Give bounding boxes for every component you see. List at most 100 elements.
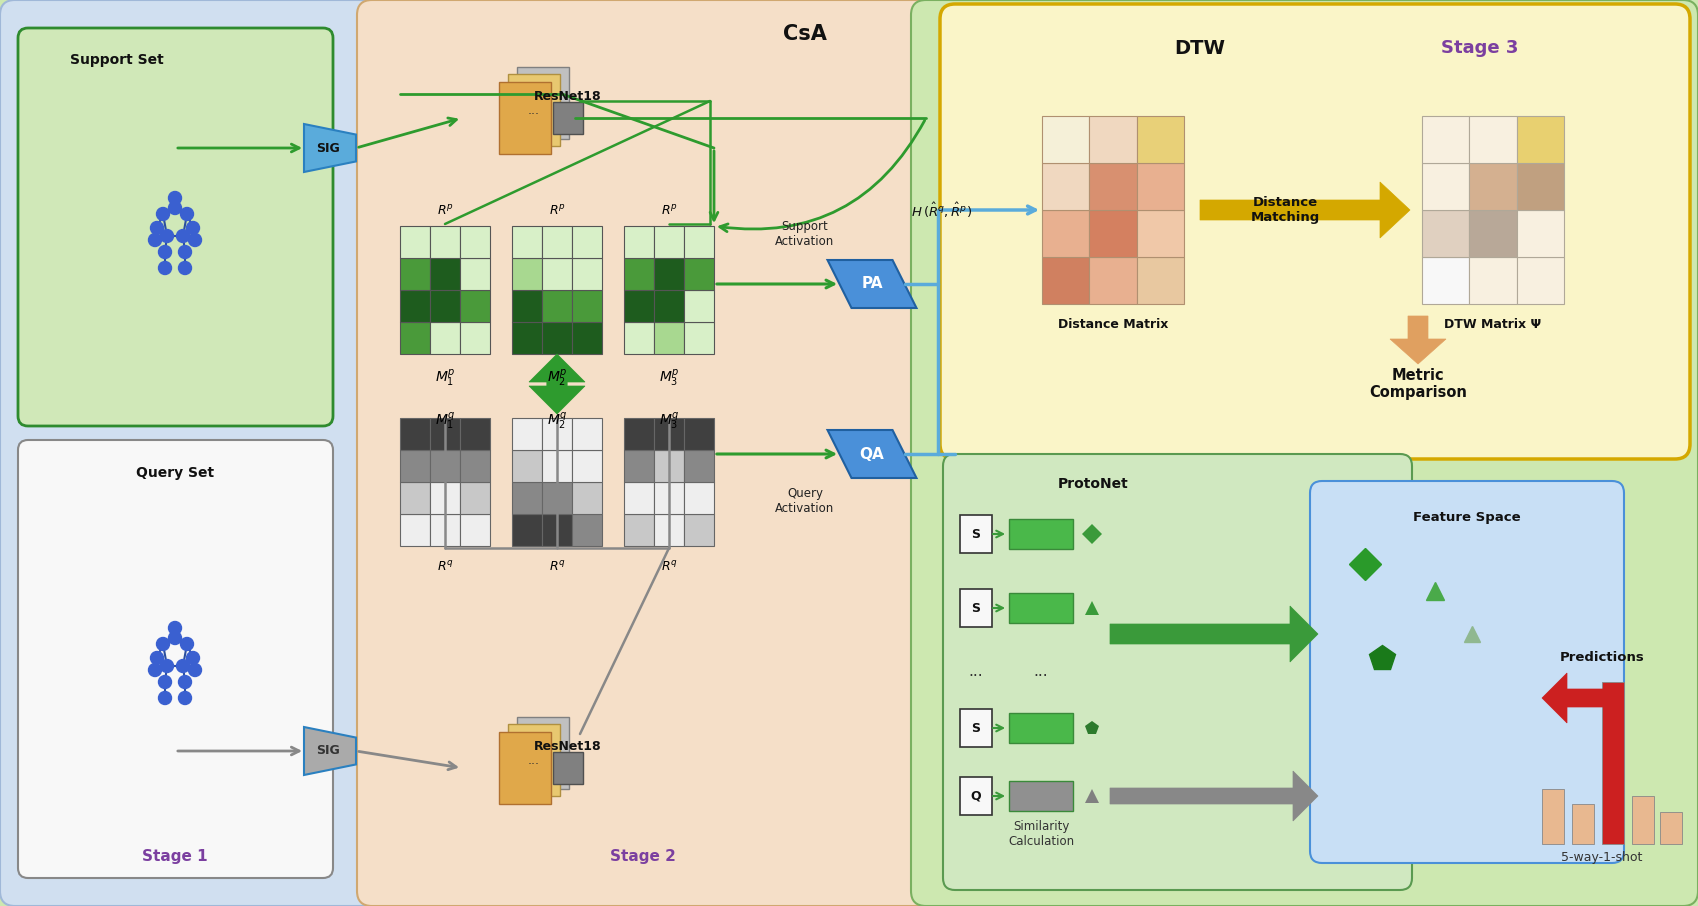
- Bar: [1661, 812, 1683, 844]
- FancyBboxPatch shape: [959, 515, 992, 553]
- Polygon shape: [1391, 316, 1447, 364]
- Polygon shape: [304, 727, 357, 775]
- Bar: [513, 290, 542, 322]
- Text: $M_1^q$: $M_1^q$: [435, 411, 455, 432]
- Bar: [542, 514, 572, 546]
- Bar: [430, 450, 460, 482]
- Bar: [1421, 210, 1469, 257]
- Text: QA: QA: [859, 447, 885, 461]
- Bar: [1136, 116, 1184, 163]
- Text: ...: ...: [528, 103, 540, 117]
- Bar: [684, 322, 713, 354]
- Bar: [430, 226, 460, 258]
- Text: Similarity
Calculation: Similarity Calculation: [1009, 820, 1075, 848]
- Circle shape: [156, 207, 170, 220]
- Bar: [572, 482, 603, 514]
- Bar: [1572, 804, 1594, 844]
- Polygon shape: [1200, 182, 1409, 238]
- Circle shape: [148, 663, 161, 677]
- Bar: [1469, 257, 1516, 304]
- Circle shape: [178, 676, 192, 689]
- Bar: [654, 482, 684, 514]
- Bar: [1542, 789, 1564, 844]
- Circle shape: [178, 691, 192, 705]
- Text: S: S: [971, 527, 980, 541]
- Bar: [623, 514, 654, 546]
- Text: ResNet18: ResNet18: [535, 740, 601, 753]
- Circle shape: [161, 229, 173, 243]
- Bar: [499, 82, 550, 154]
- Text: $R^p$: $R^p$: [436, 204, 453, 218]
- Bar: [1090, 257, 1136, 304]
- Bar: [460, 258, 491, 290]
- Bar: [654, 418, 684, 450]
- Bar: [684, 450, 713, 482]
- Bar: [1043, 163, 1090, 210]
- Bar: [654, 258, 684, 290]
- Bar: [1090, 116, 1136, 163]
- Bar: [623, 226, 654, 258]
- Bar: [508, 724, 560, 796]
- Bar: [554, 752, 582, 784]
- Text: Query Set: Query Set: [136, 466, 214, 480]
- Bar: [513, 226, 542, 258]
- FancyBboxPatch shape: [942, 454, 1413, 890]
- Bar: [654, 290, 684, 322]
- Bar: [542, 482, 572, 514]
- Bar: [654, 322, 684, 354]
- Bar: [1090, 210, 1136, 257]
- FancyBboxPatch shape: [912, 0, 1698, 906]
- Circle shape: [168, 191, 182, 205]
- Bar: [430, 482, 460, 514]
- Bar: [460, 418, 491, 450]
- Bar: [508, 74, 560, 146]
- FancyBboxPatch shape: [357, 0, 929, 906]
- Text: Q: Q: [971, 789, 981, 803]
- Polygon shape: [304, 124, 357, 172]
- Circle shape: [188, 663, 202, 677]
- Text: $H\,(\hat{R}^q, \hat{R}^p)$: $H\,(\hat{R}^q, \hat{R}^p)$: [910, 200, 971, 219]
- FancyBboxPatch shape: [959, 709, 992, 747]
- Text: ProtoNet: ProtoNet: [1058, 477, 1129, 491]
- Text: Feature Space: Feature Space: [1413, 512, 1521, 525]
- Text: $M_2^q$: $M_2^q$: [547, 411, 567, 432]
- Bar: [1516, 116, 1564, 163]
- Text: Support Set: Support Set: [70, 53, 163, 67]
- Bar: [1043, 210, 1090, 257]
- Text: DTW: DTW: [1175, 38, 1226, 57]
- Bar: [401, 290, 430, 322]
- Circle shape: [187, 651, 199, 664]
- Text: $R^p$: $R^p$: [548, 204, 565, 218]
- FancyBboxPatch shape: [0, 0, 375, 906]
- Bar: [513, 322, 542, 354]
- Text: Distance
Matching: Distance Matching: [1250, 196, 1319, 224]
- Circle shape: [168, 631, 182, 644]
- Bar: [516, 717, 569, 789]
- Bar: [513, 418, 542, 450]
- Bar: [513, 258, 542, 290]
- Bar: [460, 450, 491, 482]
- Bar: [623, 290, 654, 322]
- FancyBboxPatch shape: [1009, 519, 1073, 549]
- Text: $M_3^p$: $M_3^p$: [659, 368, 679, 390]
- Text: $R^q$: $R^q$: [436, 560, 453, 574]
- Bar: [1043, 116, 1090, 163]
- Bar: [460, 290, 491, 322]
- Text: ...: ...: [968, 663, 983, 679]
- Bar: [542, 290, 572, 322]
- Text: Stage 2: Stage 2: [610, 849, 676, 864]
- Text: SIG: SIG: [316, 745, 340, 757]
- FancyBboxPatch shape: [959, 777, 992, 815]
- Bar: [572, 514, 603, 546]
- Bar: [401, 450, 430, 482]
- Bar: [1601, 682, 1623, 844]
- Bar: [572, 290, 603, 322]
- Text: Support
Activation: Support Activation: [776, 220, 835, 248]
- Bar: [654, 514, 684, 546]
- Bar: [542, 418, 572, 450]
- Text: Stage 3: Stage 3: [1442, 39, 1518, 57]
- Bar: [623, 418, 654, 450]
- Polygon shape: [1110, 771, 1318, 821]
- Polygon shape: [1110, 606, 1318, 662]
- Bar: [430, 418, 460, 450]
